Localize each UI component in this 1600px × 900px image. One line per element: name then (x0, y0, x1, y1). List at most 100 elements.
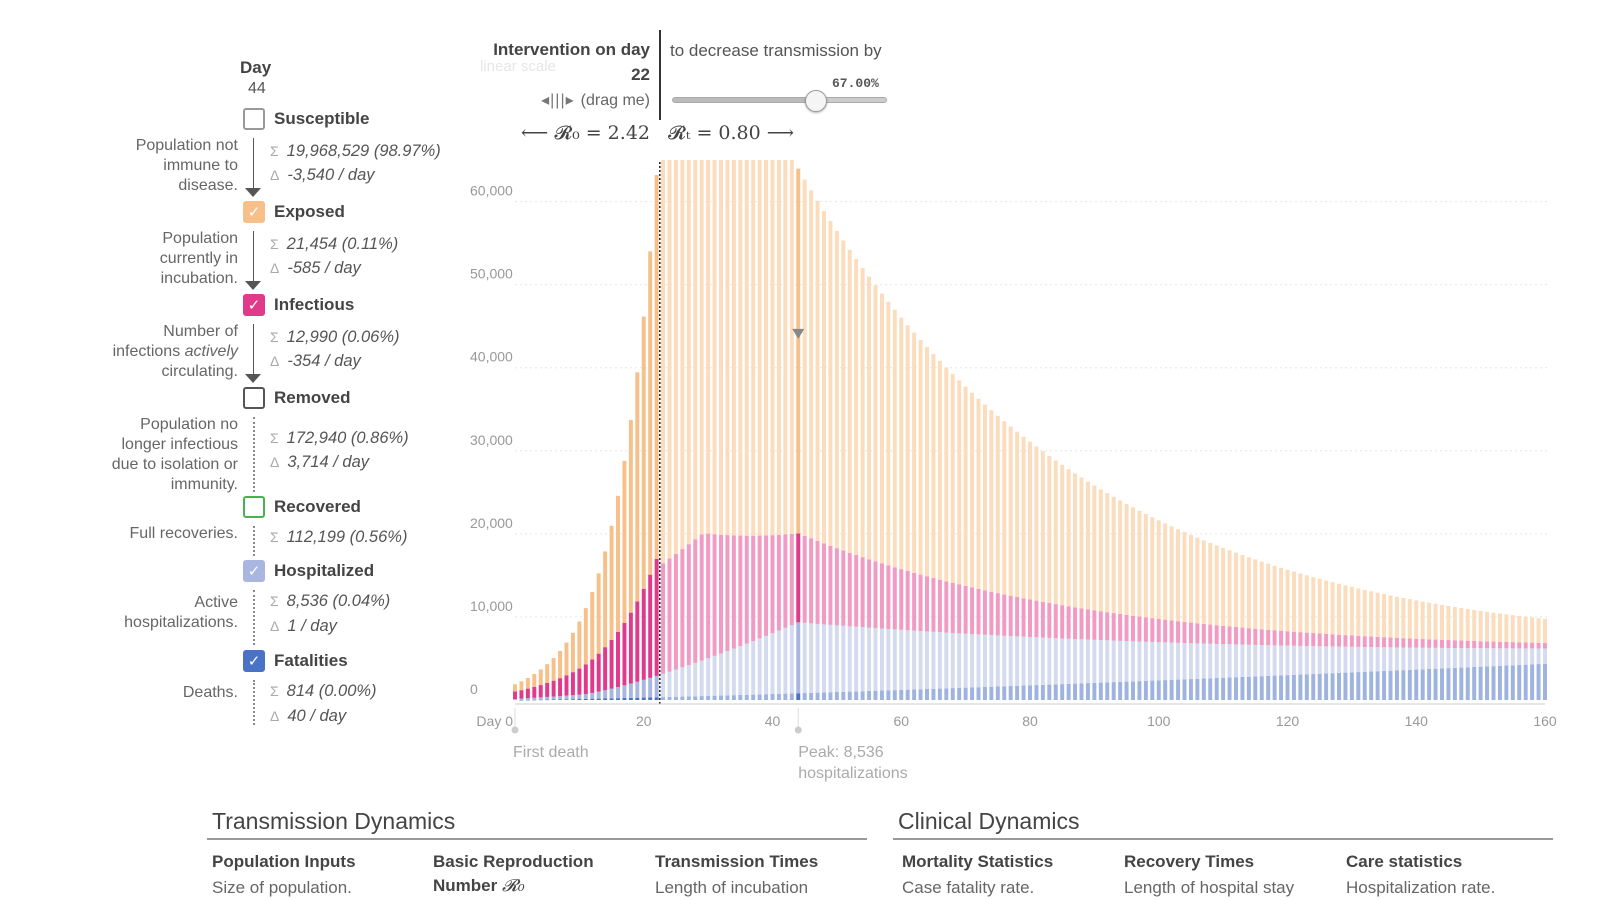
bar-hospitalized (860, 627, 865, 692)
bar-fatalities (770, 694, 775, 700)
bar-infectious (1407, 638, 1412, 648)
bar-exposed (764, 160, 769, 536)
hospitalized-checkbox[interactable]: ✓ (243, 560, 265, 582)
bar-infectious (873, 561, 878, 629)
bar-exposed (1543, 618, 1547, 643)
intervention-drag-handle[interactable]: ◂|||▸ (drag me) (520, 90, 650, 110)
bar-hospitalized (1414, 647, 1419, 670)
bar-exposed (693, 160, 698, 540)
bar-fatalities (1285, 675, 1290, 700)
bar-hospitalized (744, 643, 749, 695)
bar-infectious (1304, 632, 1309, 647)
bar-infectious (1188, 622, 1193, 644)
flow-line (253, 324, 254, 376)
linear-scale-toggle[interactable]: linear scale (480, 58, 556, 75)
bar-exposed (899, 317, 904, 570)
bar-exposed (783, 160, 788, 535)
transmission-slider[interactable] (672, 90, 887, 112)
susceptible-checkbox[interactable] (243, 108, 265, 130)
bar-hospitalized (1079, 639, 1084, 684)
epidemic-chart[interactable]: First death Peak: 8,536 hospitalizations 0… (470, 160, 1580, 800)
bar-hospitalized (1478, 648, 1483, 667)
bar-infectious (1002, 594, 1007, 636)
bar-fatalities (719, 695, 723, 700)
bar-hospitalized (1459, 648, 1464, 668)
bar-exposed (757, 160, 762, 536)
bar-infectious (828, 545, 833, 625)
recovery-times-sub: Length of hospital stay (1124, 878, 1295, 897)
bar-hospitalized (558, 696, 563, 700)
bar-hospitalized (673, 669, 678, 697)
bar-exposed (1150, 517, 1155, 619)
y-tick-label: 60,000 (470, 183, 513, 199)
bar-infectious (1536, 642, 1541, 649)
infectious-label: Infectious (274, 295, 355, 314)
bar-exposed (1510, 615, 1515, 643)
bar-fatalities (1388, 670, 1393, 700)
r0-symbol: 𝓡₀ (501, 876, 525, 896)
bar-hospitalized (1111, 640, 1116, 683)
bar-exposed (719, 160, 723, 535)
bar-exposed (1066, 469, 1071, 607)
bar-exposed (1472, 609, 1477, 641)
infectious-checkbox[interactable]: ✓ (243, 294, 265, 316)
bar-fatalities (937, 688, 942, 700)
bar-fatalities (1188, 679, 1193, 700)
bar-fatalities (1510, 665, 1515, 700)
recovered-checkbox[interactable] (243, 496, 265, 518)
bar-infectious (558, 678, 563, 697)
bar-hospitalized (783, 627, 788, 694)
bar-exposed (1259, 561, 1264, 630)
bar-infectious (822, 543, 826, 625)
bar-exposed (1176, 529, 1181, 622)
bar-infectious (532, 686, 537, 698)
bar-infectious (834, 548, 839, 626)
bar-hospitalized (635, 681, 640, 698)
bar-exposed (609, 525, 614, 640)
bar-exposed (1053, 460, 1058, 605)
bar-hospitalized (712, 655, 717, 696)
bar-exposed (725, 160, 730, 536)
population-inputs-title: Population Inputs (212, 852, 356, 871)
bar-fatalities (577, 699, 582, 700)
intervention-marker[interactable] (659, 30, 661, 120)
compartment-recovered: Recovered Full recoveries. Σ 112,199 (0.5… (0, 496, 480, 560)
bar-infectious (957, 584, 962, 634)
susceptible-description: Population not immune to disease. (135, 137, 238, 194)
bar-hospitalized (731, 648, 736, 696)
exposed-description: Population currently in incubation. (159, 230, 238, 287)
bar-infectious (931, 578, 936, 632)
bar-fatalities (1176, 679, 1181, 700)
bar-infectious (841, 550, 846, 626)
bar-exposed (1221, 547, 1226, 626)
removed-checkbox[interactable] (243, 387, 265, 409)
slider-thumb[interactable] (804, 90, 827, 112)
compartment-legend: Day 44 Susceptible Population not immune … (0, 0, 480, 760)
bar-fatalities (1047, 684, 1052, 700)
bar-exposed (970, 392, 975, 588)
bar-hospitalized (525, 698, 530, 700)
bar-fatalities (1060, 684, 1065, 700)
bar-infectious (982, 590, 987, 635)
bar-infectious (1034, 600, 1039, 638)
decrease-transmission-label: to decrease transmission by (670, 41, 882, 60)
bar-fatalities (1279, 675, 1284, 700)
bar-exposed (744, 160, 749, 536)
bar-hospitalized (1452, 648, 1457, 668)
bar-hospitalized (847, 626, 852, 692)
bar-fatalities (847, 691, 852, 700)
bar-fatalities (950, 688, 955, 700)
bars[interactable] (513, 160, 1547, 701)
bar-hospitalized (1214, 643, 1219, 679)
bar-infectious (1343, 635, 1348, 647)
bar-exposed (1465, 608, 1470, 641)
bar-hospitalized (1118, 640, 1123, 682)
fatalities-checkbox[interactable]: ✓ (243, 650, 265, 672)
exposed-checkbox[interactable]: ✓ (243, 201, 265, 223)
bar-fatalities (635, 697, 640, 700)
bar-infectious (712, 534, 717, 656)
bar-exposed (699, 160, 704, 535)
bar-hospitalized (538, 697, 543, 700)
bar-infectious (1459, 640, 1464, 649)
bar-infectious (1382, 637, 1387, 648)
